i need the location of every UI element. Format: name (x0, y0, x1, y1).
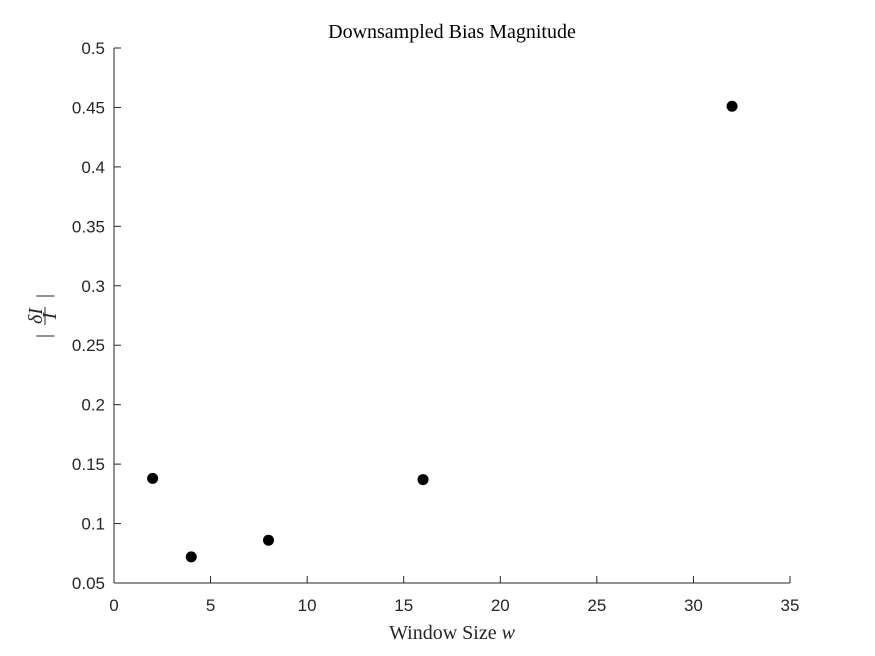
y-axis-label-bar-left: | (33, 334, 55, 338)
y-tick-label: 0.05 (72, 574, 105, 593)
x-axis-label-text: Window Size (389, 622, 502, 644)
y-axis-label-numerator: δI (25, 307, 47, 324)
x-axis-label-variable: w (502, 622, 516, 644)
x-ticks: 0 5 10 15 20 25 30 35 (109, 576, 799, 615)
data-point (726, 100, 738, 112)
x-tick-label: 20 (491, 596, 510, 615)
x-tick-label: 25 (587, 596, 606, 615)
y-tick-label: 0.5 (81, 39, 105, 58)
data-point (417, 474, 429, 486)
x-tick-label: 0 (109, 596, 118, 615)
y-tick-label: 0.15 (72, 455, 105, 474)
x-tick-label: 15 (394, 596, 413, 615)
y-tick-label: 0.4 (81, 158, 105, 177)
y-tick-label: 0.35 (72, 217, 105, 236)
y-tick-label: 0.1 (81, 515, 105, 534)
x-tick-label: 10 (298, 596, 317, 615)
data-points (147, 100, 738, 563)
x-tick-label: 5 (206, 596, 215, 615)
y-axis-label-bar-right: | (33, 294, 55, 298)
data-point (147, 472, 159, 484)
y-tick-label: 0.25 (72, 336, 105, 355)
x-tick-label: 35 (781, 596, 800, 615)
x-axis-label: Window Size w (389, 622, 516, 644)
x-tick-label: 30 (684, 596, 703, 615)
y-tick-label: 0.3 (81, 277, 105, 296)
chart-title: Downsampled Bias Magnitude (328, 21, 576, 43)
y-tick-label: 0.2 (81, 396, 105, 415)
y-axis-label-denominator: I (39, 311, 61, 320)
y-tick-label: 0.45 (72, 98, 105, 117)
y-ticks: 0.05 0.1 0.15 0.2 0.25 0.3 0.35 0.4 0.45 0.5 (72, 39, 121, 593)
axes (113, 48, 790, 584)
data-point (263, 534, 275, 546)
y-axis-label: | δI I | (25, 294, 61, 338)
data-point (185, 551, 197, 563)
